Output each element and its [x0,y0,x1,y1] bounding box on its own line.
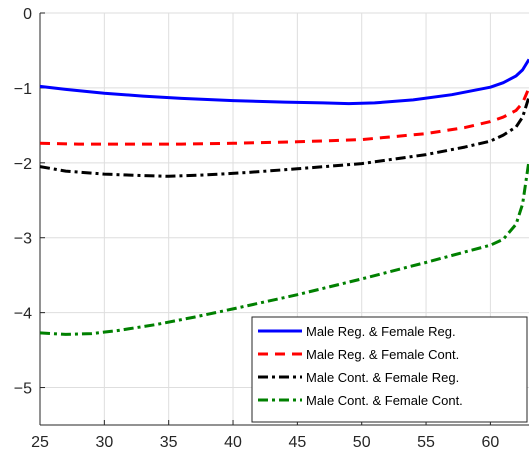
x-tick-label: 60 [481,434,499,451]
legend-label-2: Male Reg. & Female Cont. [306,347,459,362]
legend: Male Reg. & Female Reg. Male Reg. & Femal… [251,316,528,423]
series-line-3 [39,96,529,178]
x-tick-label: 50 [353,434,371,451]
x-tick-label: 30 [95,434,113,451]
series-line-1 [39,58,529,106]
legend-label-1: Male Reg. & Female Reg. [306,324,456,339]
x-tick-label: 45 [288,434,306,451]
y-tick-label: −5 [14,381,32,398]
y-tick-label: −2 [14,156,32,173]
legend-box [251,316,528,423]
legend-label-3: Male Cont. & Female Reg. [306,370,459,385]
series-lines [39,58,529,336]
y-tick-label: −1 [14,81,32,98]
y-tick-label: −3 [14,231,32,248]
tick-labels: 25 30 35 40 45 50 55 60 0 −1 −2 −3 −4 −5 [14,6,500,451]
x-tick-label: 25 [31,434,49,451]
x-tick-label: 55 [417,434,435,451]
x-tick-label: 40 [224,434,242,451]
y-tick-label: 0 [23,6,32,23]
series-line-4 [39,160,529,336]
legend-label-4: Male Cont. & Female Cont. [306,393,463,408]
x-tick-label: 35 [160,434,178,451]
series-line-2 [39,87,529,146]
y-tick-label: −4 [14,306,32,323]
